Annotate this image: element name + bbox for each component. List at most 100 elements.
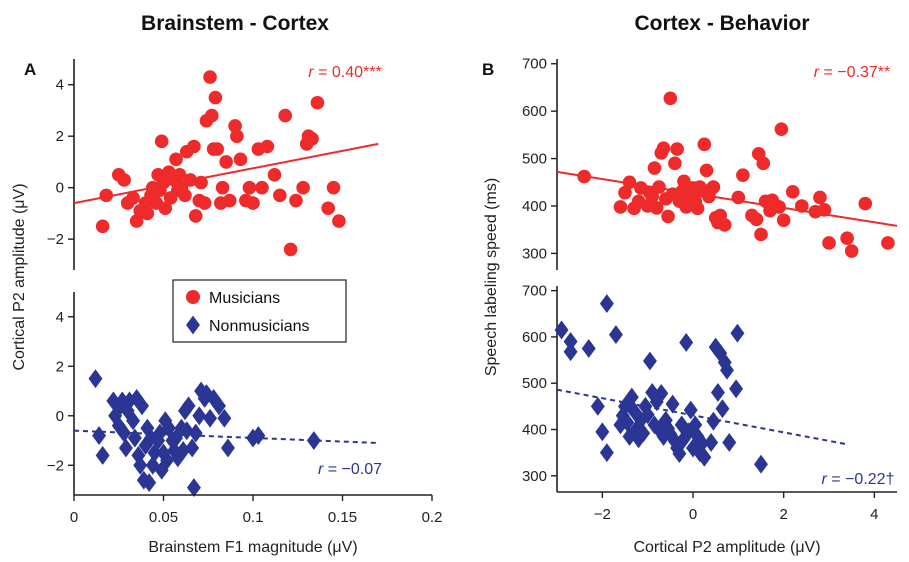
data-point <box>176 441 191 460</box>
data-point <box>142 473 157 493</box>
data-point <box>881 236 895 250</box>
data-point <box>717 218 732 232</box>
panel-b: Cortex - Behavior B Speech labeling speed … <box>482 12 898 556</box>
data-point <box>126 191 140 205</box>
data-point <box>296 180 310 195</box>
data-point <box>822 236 836 250</box>
data-point <box>754 454 768 474</box>
data-point <box>310 95 325 110</box>
legend-label-nonmusicians: Nonmusicians <box>209 318 309 335</box>
data-point <box>649 392 664 412</box>
data-point <box>645 189 659 204</box>
panel-a: Brainstem - Cortex A Cortical P2 amplitude… <box>11 12 442 556</box>
y-tick-label: −2 <box>47 457 64 474</box>
data-point <box>690 201 705 216</box>
data-point <box>672 444 687 464</box>
data-point <box>710 383 725 402</box>
data-point <box>620 413 635 432</box>
data-point <box>215 180 230 195</box>
data-point <box>278 108 293 123</box>
data-point <box>154 134 169 149</box>
data-point <box>840 231 854 246</box>
data-point <box>205 108 219 123</box>
y-tick-label: 0 <box>56 408 64 425</box>
x-tick-label: 0 <box>70 509 78 526</box>
y-axis-label: Cortical P2 amplitude (μV) <box>11 183 28 370</box>
data-point <box>106 391 121 411</box>
data-point <box>554 320 569 340</box>
panel-label: B <box>482 60 494 79</box>
y-tick-label: 600 <box>522 329 547 346</box>
data-point <box>656 427 671 446</box>
data-point <box>95 219 110 234</box>
y-tick-label: 600 <box>522 103 547 120</box>
data-point <box>172 167 187 182</box>
data-point <box>219 155 233 169</box>
legend: Musicians Nonmusicians <box>172 279 347 343</box>
data-point <box>649 201 664 215</box>
data-point <box>749 212 764 227</box>
data-point <box>627 401 642 421</box>
subplot-top: 4 2 0 −2 r = 0.40*** <box>47 59 382 270</box>
data-point <box>332 214 346 228</box>
data-point <box>208 90 223 105</box>
data-point <box>255 180 269 195</box>
data-point <box>636 423 651 443</box>
data-point <box>289 193 303 208</box>
data-point <box>220 438 235 458</box>
fit-line <box>73 142 379 205</box>
data-point <box>647 161 662 175</box>
data-point <box>563 332 578 351</box>
data-point <box>217 408 232 428</box>
data-point <box>690 427 705 446</box>
data-point <box>599 294 614 314</box>
subplot-bottom: 700 600 500 400 300 r = −0.22† −2 0 2 4 <box>522 283 897 523</box>
data-point <box>679 333 694 352</box>
y-axis-label: Speech labeling speed (ms) <box>483 178 500 376</box>
data-point <box>306 431 321 450</box>
panel-label: A <box>24 60 36 79</box>
data-point <box>608 325 623 345</box>
y-tick-label: 500 <box>522 375 547 392</box>
data-point <box>661 209 675 224</box>
data-point <box>624 387 639 407</box>
data-point <box>756 156 771 171</box>
data-point <box>599 443 614 463</box>
data-point <box>581 339 596 358</box>
data-point <box>665 394 680 414</box>
data-point <box>595 422 610 442</box>
data-point <box>133 455 148 475</box>
x-tick-label: −2 <box>594 506 611 523</box>
correlation-stat: r = −0.22† <box>822 471 895 488</box>
data-point <box>670 142 684 156</box>
y-tick-label: 4 <box>56 77 64 94</box>
data-point <box>186 478 201 498</box>
data-point <box>668 156 682 171</box>
data-point <box>697 447 712 467</box>
chart-title: Brainstem - Cortex <box>141 12 329 35</box>
data-point <box>785 184 800 199</box>
data-point <box>233 152 248 167</box>
data-point <box>273 188 287 203</box>
chart-title: Cortex - Behavior <box>634 12 809 35</box>
series-nonmusicians: r = −0.07 <box>73 369 382 498</box>
data-point <box>181 396 196 416</box>
data-point <box>140 206 155 221</box>
data-point <box>99 188 114 203</box>
data-point <box>697 137 712 152</box>
data-point <box>129 214 144 228</box>
data-point <box>246 196 260 210</box>
y-tick-label: 2 <box>56 358 64 375</box>
y-tick-label: 700 <box>522 283 547 300</box>
data-point <box>776 213 791 228</box>
data-point <box>652 180 666 194</box>
data-point <box>699 163 714 178</box>
fit-line <box>556 170 898 227</box>
data-point <box>88 369 103 389</box>
data-point <box>730 323 745 343</box>
data-point <box>813 190 827 205</box>
x-tick-label: 0 <box>689 506 697 523</box>
data-point <box>667 431 682 451</box>
data-point <box>160 450 175 470</box>
data-point <box>115 391 130 411</box>
